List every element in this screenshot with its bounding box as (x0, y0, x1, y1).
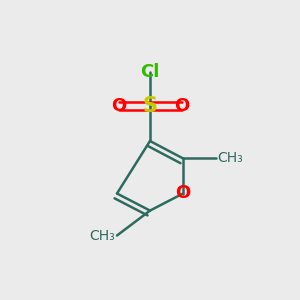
Text: O: O (111, 97, 126, 115)
Text: O: O (176, 184, 190, 202)
Text: S: S (142, 96, 158, 116)
Text: CH₃: CH₃ (90, 229, 116, 242)
Text: O: O (174, 97, 189, 115)
Text: Cl: Cl (140, 63, 160, 81)
Text: CH₃: CH₃ (218, 152, 243, 165)
